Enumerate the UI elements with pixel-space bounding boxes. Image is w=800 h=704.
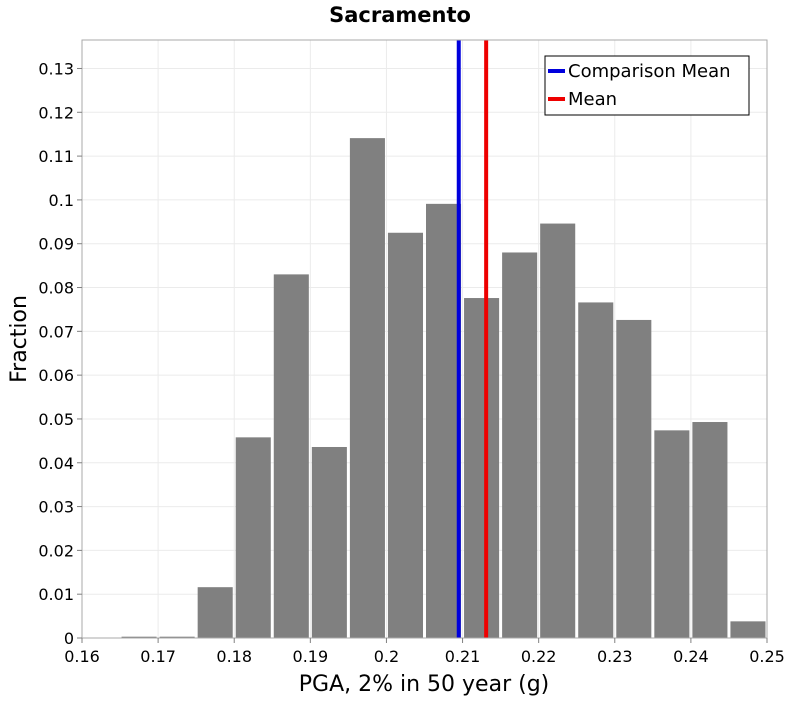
y-tick-label: 0.07 — [38, 322, 74, 341]
histogram-bar — [502, 252, 538, 638]
y-tick-label: 0 — [64, 629, 74, 648]
histogram-bar — [387, 232, 423, 638]
histogram-bar — [578, 302, 614, 638]
x-tick-label: 0.21 — [445, 647, 481, 666]
histogram-bar — [197, 587, 233, 638]
x-axis-ticks: 0.16 0.17 0.18 0.19 0.2 0.21 0.22 0.23 0.24 0.25 — [64, 638, 785, 666]
x-axis-label: PGA, 2% in 50 year (g) — [299, 672, 550, 697]
histogram-bar — [235, 437, 271, 638]
x-tick-label: 0.19 — [293, 647, 329, 666]
y-tick-label: 0.12 — [38, 103, 74, 122]
y-tick-label: 0.02 — [38, 541, 74, 560]
chart-title: Sacramento — [329, 3, 471, 27]
y-tick-label: 0.11 — [38, 147, 74, 166]
plot-area — [82, 40, 767, 638]
y-axis-ticks: 0 0.01 0.02 0.03 0.04 0.05 0.06 0.07 0.08 0.09 0.1… — [38, 59, 82, 648]
histogram-bar — [464, 298, 500, 638]
y-axis-label: Fraction — [7, 295, 32, 383]
legend-box — [544, 55, 750, 116]
x-tick-label: 0.18 — [216, 647, 252, 666]
histogram-bar — [616, 319, 652, 638]
histogram-bar — [540, 223, 576, 639]
legend-entries: Comparison Mean Mean — [548, 61, 731, 110]
y-tick-label: 0.04 — [38, 454, 74, 473]
legend: Comparison Mean Mean — [544, 55, 750, 116]
histogram-bar — [654, 430, 690, 638]
histogram-bar — [311, 446, 347, 638]
y-tick-label: 0.05 — [38, 410, 74, 429]
histogram-bars — [83, 138, 766, 639]
x-tick-label: 0.23 — [597, 647, 633, 666]
y-tick-label: 0.09 — [38, 235, 74, 254]
y-tick-label: 0.13 — [38, 59, 74, 78]
y-tick-label: 0.06 — [38, 366, 74, 385]
y-tick-label: 0.01 — [38, 585, 74, 604]
y-tick-label: 0.03 — [38, 498, 74, 517]
x-tick-label: 0.24 — [673, 647, 709, 666]
histogram-bar — [273, 274, 309, 638]
histogram-bar — [692, 422, 728, 638]
x-tick-label: 0.22 — [521, 647, 557, 666]
histogram-bar — [426, 203, 462, 638]
legend-label: Mean — [568, 89, 617, 110]
y-tick-label: 0.08 — [38, 279, 74, 298]
x-tick-label: 0.16 — [64, 647, 100, 666]
plot-border — [81, 39, 768, 639]
histogram-bar — [159, 636, 195, 638]
histogram-bar — [121, 636, 157, 638]
x-tick-label: 0.25 — [749, 647, 785, 666]
histogram-bar — [349, 138, 385, 638]
y-tick-label: 0.1 — [49, 191, 74, 210]
x-tick-label: 0.17 — [140, 647, 176, 666]
histogram-bar — [730, 621, 766, 638]
mean-lines — [456, 40, 489, 638]
x-tick-label: 0.2 — [374, 647, 399, 666]
legend-label: Comparison Mean — [568, 61, 731, 82]
